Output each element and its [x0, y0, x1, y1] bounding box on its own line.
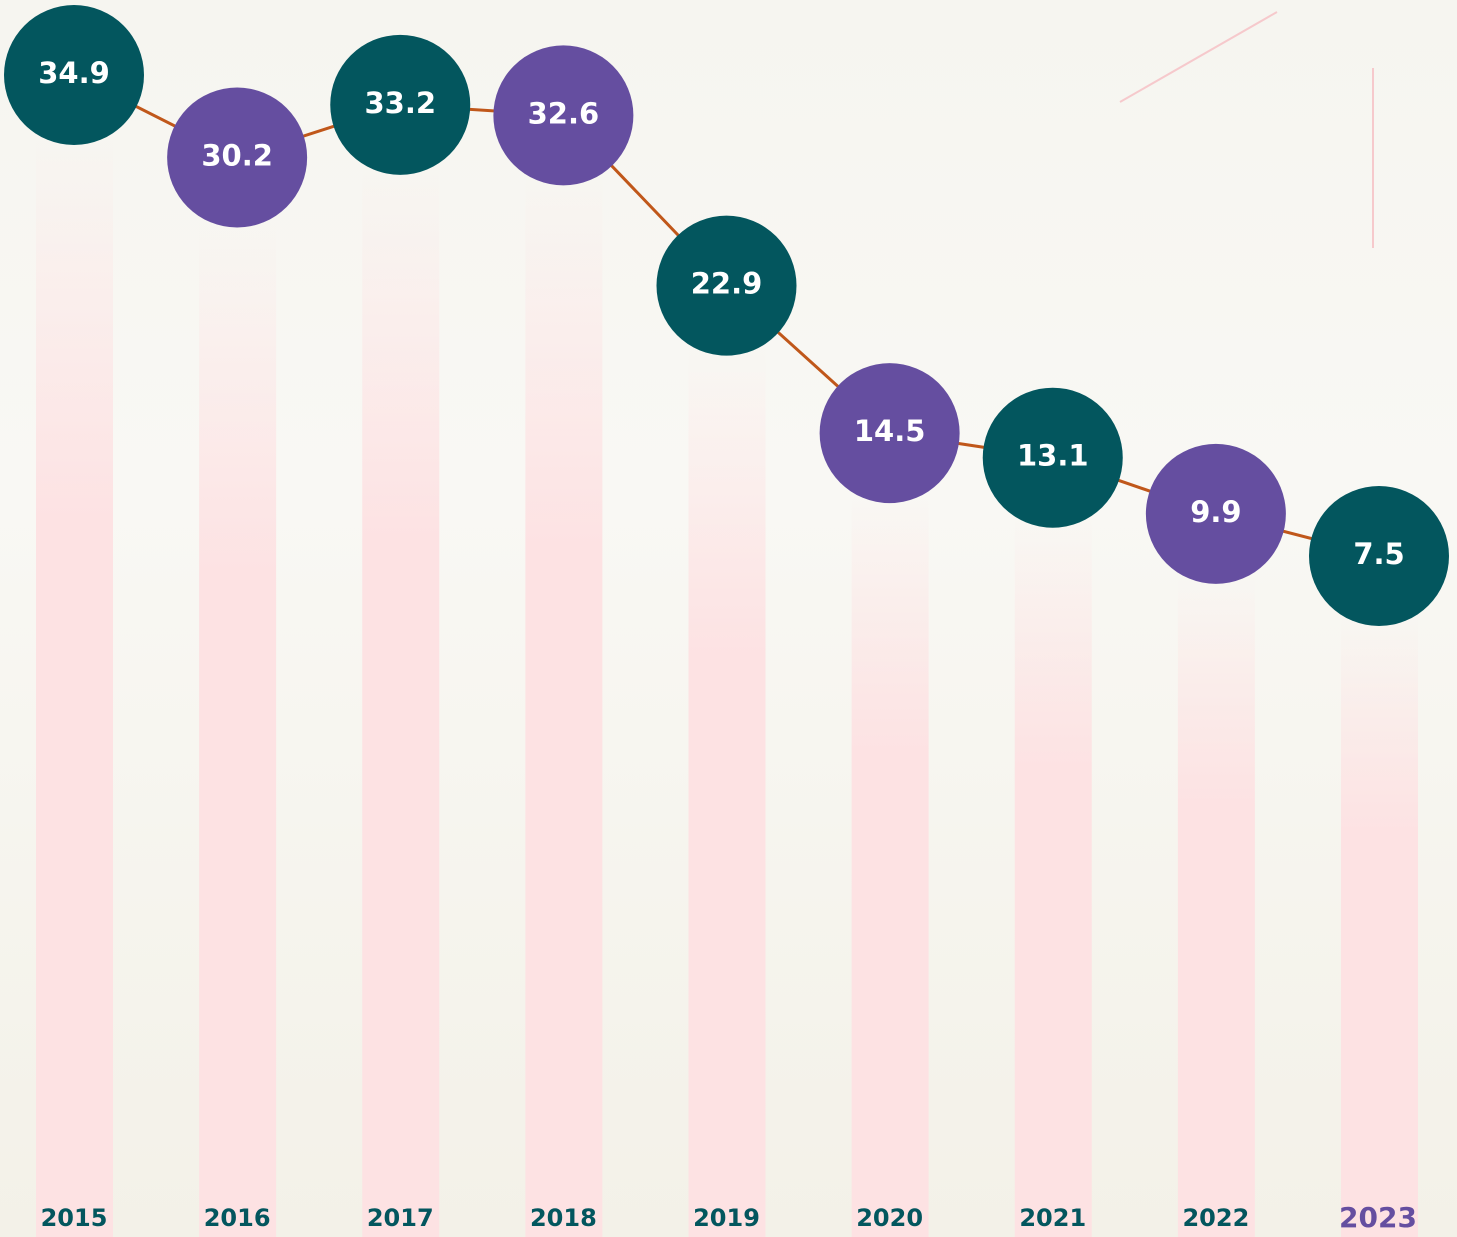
- data-label: 13.1: [1017, 439, 1089, 473]
- background-column: [1341, 616, 1418, 1237]
- point: [982, 387, 1123, 528]
- x-tick-label: 2021: [1019, 1204, 1086, 1232]
- point: [167, 87, 308, 228]
- background-column: [1177, 573, 1255, 1237]
- data-label: 30.2: [201, 139, 273, 173]
- point: [819, 363, 960, 504]
- background-column: [199, 217, 277, 1237]
- data-label: 34.9: [38, 56, 110, 90]
- x-tick-label: 2023: [1339, 1201, 1417, 1234]
- point: [1309, 486, 1449, 626]
- data-label: 14.5: [854, 414, 926, 448]
- background-column: [688, 345, 766, 1237]
- data-label: 22.9: [691, 267, 763, 301]
- point: [1145, 443, 1286, 584]
- x-tick-label: 2017: [367, 1204, 434, 1232]
- data-label: 33.2: [364, 86, 436, 120]
- point: [330, 34, 471, 175]
- background-column: [851, 493, 929, 1237]
- point: [656, 215, 797, 356]
- data-label: 9.9: [1190, 495, 1241, 529]
- background-columns: [36, 135, 1418, 1237]
- decoration: [1119, 11, 1278, 103]
- x-tick-label: 2019: [693, 1204, 760, 1232]
- point: [493, 45, 634, 186]
- x-tick-label: 2018: [530, 1204, 597, 1232]
- data-label: 7.5: [1353, 537, 1404, 571]
- background-column: [362, 164, 440, 1237]
- x-tick-label: 2020: [856, 1204, 923, 1232]
- x-tick-label: 2015: [41, 1204, 108, 1232]
- background-column: [1014, 517, 1092, 1237]
- data-label: 32.6: [528, 96, 600, 130]
- point: [4, 5, 144, 145]
- x-tick-label: 2022: [1182, 1204, 1249, 1232]
- background-column: [525, 175, 603, 1237]
- background-column: [36, 135, 113, 1237]
- x-tick-label: 2016: [204, 1204, 271, 1232]
